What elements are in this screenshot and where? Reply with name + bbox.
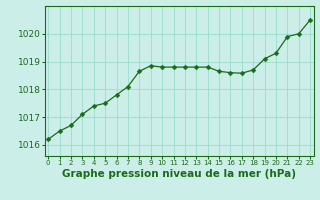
X-axis label: Graphe pression niveau de la mer (hPa): Graphe pression niveau de la mer (hPa) [62,169,296,179]
